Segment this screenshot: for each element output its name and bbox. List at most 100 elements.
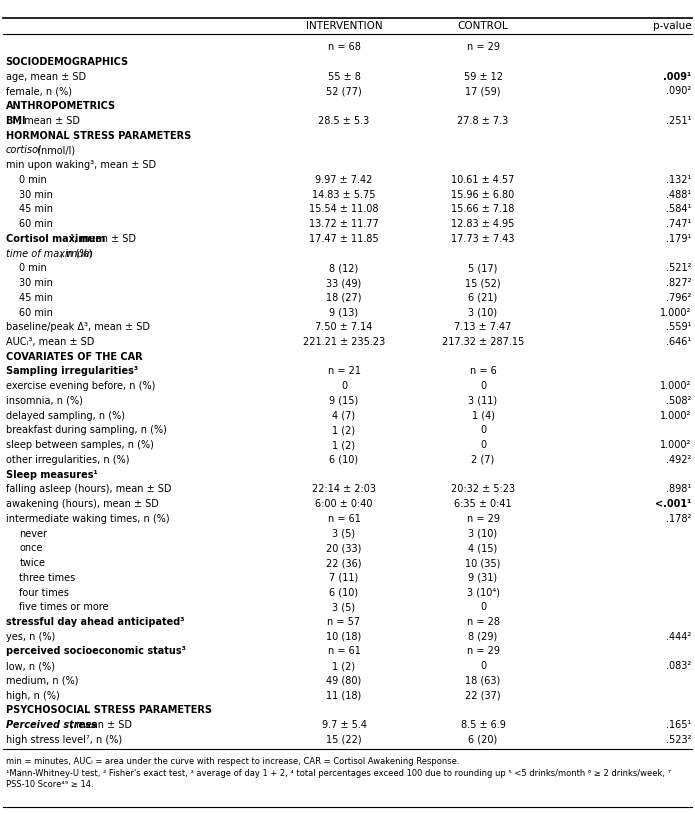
Text: 0 min: 0 min xyxy=(19,263,47,274)
Text: 11 (18): 11 (18) xyxy=(327,690,361,701)
Text: 8.5 ± 6.9: 8.5 ± 6.9 xyxy=(461,720,505,730)
Text: COVARIATES OF THE CAR: COVARIATES OF THE CAR xyxy=(6,352,142,361)
Text: Perceived stress: Perceived stress xyxy=(6,720,96,730)
Text: PSYCHOSOCIAL STRESS PARAMETERS: PSYCHOSOCIAL STRESS PARAMETERS xyxy=(6,706,211,716)
Text: 13.72 ± 11.77: 13.72 ± 11.77 xyxy=(309,219,379,229)
Text: five times or more: five times or more xyxy=(19,602,109,612)
Text: 6:00 ± 0:40: 6:00 ± 0:40 xyxy=(316,499,373,509)
Text: HORMONAL STRESS PARAMETERS: HORMONAL STRESS PARAMETERS xyxy=(6,131,191,141)
Text: 1.000²: 1.000² xyxy=(660,411,692,421)
Text: high stress level⁷, n (%): high stress level⁷, n (%) xyxy=(6,735,122,745)
Text: AUCᵢ³, mean ± SD: AUCᵢ³, mean ± SD xyxy=(6,337,94,347)
Text: 15.96 ± 6.80: 15.96 ± 6.80 xyxy=(451,190,515,199)
Text: 2 (7): 2 (7) xyxy=(471,455,495,465)
Text: 22 (37): 22 (37) xyxy=(465,690,501,701)
Text: 17 (59): 17 (59) xyxy=(465,86,501,97)
Text: once: once xyxy=(19,543,43,554)
Text: 1.000²: 1.000² xyxy=(660,440,692,450)
Text: 9.7 ± 5.4: 9.7 ± 5.4 xyxy=(322,720,366,730)
Text: low, n (%): low, n (%) xyxy=(6,661,55,672)
Text: 22 (36): 22 (36) xyxy=(326,558,362,568)
Text: high, n (%): high, n (%) xyxy=(6,690,59,701)
Text: .009¹: .009¹ xyxy=(663,72,692,81)
Text: 3 (10⁴): 3 (10⁴) xyxy=(466,588,500,597)
Text: .584¹: .584¹ xyxy=(666,204,692,214)
Text: .251¹: .251¹ xyxy=(666,116,692,126)
Text: 0: 0 xyxy=(480,426,486,435)
Text: Cortisol maximum: Cortisol maximum xyxy=(6,234,105,244)
Text: 20:32 ± 5:23: 20:32 ± 5:23 xyxy=(451,484,515,494)
Text: 28.5 ± 5.3: 28.5 ± 5.3 xyxy=(318,116,370,126)
Text: ANTHROPOMETRICS: ANTHROPOMETRICS xyxy=(6,101,115,112)
Text: 1.000²: 1.000² xyxy=(660,308,692,317)
Text: 5 (17): 5 (17) xyxy=(468,263,498,274)
Text: 10.61 ± 4.57: 10.61 ± 4.57 xyxy=(451,175,515,185)
Text: .444²: .444² xyxy=(667,632,692,641)
Text: four times: four times xyxy=(19,588,70,597)
Text: awakening (hours), mean ± SD: awakening (hours), mean ± SD xyxy=(6,499,158,509)
Text: perceived socioeconomic status³: perceived socioeconomic status³ xyxy=(6,646,186,656)
Text: 0: 0 xyxy=(480,661,486,672)
Text: ¹Mann-Whitney-U test, ² Fisher's exact test, ³ average of day 1 + 2, ⁴ total per: ¹Mann-Whitney-U test, ² Fisher's exact t… xyxy=(6,768,671,778)
Text: 10 (35): 10 (35) xyxy=(466,558,500,568)
Text: 6 (10): 6 (10) xyxy=(329,588,359,597)
Text: 15.66 ± 7.18: 15.66 ± 7.18 xyxy=(451,204,515,214)
Text: 6 (21): 6 (21) xyxy=(468,293,498,303)
Text: n = 28: n = 28 xyxy=(466,617,500,627)
Text: .898¹: .898¹ xyxy=(667,484,692,494)
Text: INTERVENTION: INTERVENTION xyxy=(306,21,382,31)
Text: 0: 0 xyxy=(480,440,486,450)
Text: insomnia, n (%): insomnia, n (%) xyxy=(6,396,83,406)
Text: .508²: .508² xyxy=(666,396,692,406)
Text: , mean ± SD: , mean ± SD xyxy=(70,720,132,730)
Text: 6:35 ± 0:41: 6:35 ± 0:41 xyxy=(455,499,512,509)
Text: 59 ± 12: 59 ± 12 xyxy=(464,72,502,81)
Text: 217.32 ± 287.15: 217.32 ± 287.15 xyxy=(442,337,524,347)
Text: 7 (11): 7 (11) xyxy=(329,573,359,583)
Text: 12.83 ± 4.95: 12.83 ± 4.95 xyxy=(451,219,515,229)
Text: time of maximum: time of maximum xyxy=(6,248,92,259)
Text: baseline/peak Δ³, mean ± SD: baseline/peak Δ³, mean ± SD xyxy=(6,322,149,332)
Text: never: never xyxy=(19,528,47,539)
Text: 1.000²: 1.000² xyxy=(660,381,692,392)
Text: 7.13 ± 7.47: 7.13 ± 7.47 xyxy=(455,322,512,332)
Text: .521²: .521² xyxy=(666,263,692,274)
Text: 1 (2): 1 (2) xyxy=(332,426,356,435)
Text: 3 (10): 3 (10) xyxy=(468,308,498,317)
Text: .179¹: .179¹ xyxy=(666,234,692,244)
Text: 1 (4): 1 (4) xyxy=(471,411,495,421)
Text: 0: 0 xyxy=(480,602,486,612)
Text: n = 21: n = 21 xyxy=(327,366,361,376)
Text: .646¹: .646¹ xyxy=(667,337,692,347)
Text: falling asleep (hours), mean ± SD: falling asleep (hours), mean ± SD xyxy=(6,484,171,494)
Text: 1 (2): 1 (2) xyxy=(332,661,356,672)
Text: .132¹: .132¹ xyxy=(666,175,692,185)
Text: min = minutes, AUCᵢ = area under the curve with respect to increase, CAR = Corti: min = minutes, AUCᵢ = area under the cur… xyxy=(6,757,459,767)
Text: 221.21 ± 235.23: 221.21 ± 235.23 xyxy=(303,337,385,347)
Text: n = 29: n = 29 xyxy=(466,514,500,524)
Text: .827²: .827² xyxy=(666,278,692,288)
Text: yes, n (%): yes, n (%) xyxy=(6,632,55,641)
Text: cortisol: cortisol xyxy=(6,146,42,155)
Text: 1 (2): 1 (2) xyxy=(332,440,356,450)
Text: 3 (10): 3 (10) xyxy=(468,528,498,539)
Text: three times: three times xyxy=(19,573,76,583)
Text: 15.54 ± 11.08: 15.54 ± 11.08 xyxy=(309,204,379,214)
Text: n = 29: n = 29 xyxy=(466,646,500,656)
Text: 9 (31): 9 (31) xyxy=(468,573,498,583)
Text: 45 min: 45 min xyxy=(19,204,54,214)
Text: n = 68: n = 68 xyxy=(327,42,361,52)
Text: medium, n (%): medium, n (%) xyxy=(6,676,78,686)
Text: 15 (22): 15 (22) xyxy=(326,735,362,745)
Text: 30 min: 30 min xyxy=(19,190,54,199)
Text: SOCIODEMOGRAPHICS: SOCIODEMOGRAPHICS xyxy=(6,57,129,67)
Text: n = 6: n = 6 xyxy=(470,366,496,376)
Text: 60 min: 60 min xyxy=(19,308,54,317)
Text: 52 (77): 52 (77) xyxy=(326,86,362,97)
Text: 15 (52): 15 (52) xyxy=(465,278,501,288)
Text: 9.97 ± 7.42: 9.97 ± 7.42 xyxy=(316,175,373,185)
Text: 8 (29): 8 (29) xyxy=(468,632,498,641)
Text: .559¹: .559¹ xyxy=(666,322,692,332)
Text: p-value: p-value xyxy=(653,21,692,31)
Text: .523²: .523² xyxy=(666,735,692,745)
